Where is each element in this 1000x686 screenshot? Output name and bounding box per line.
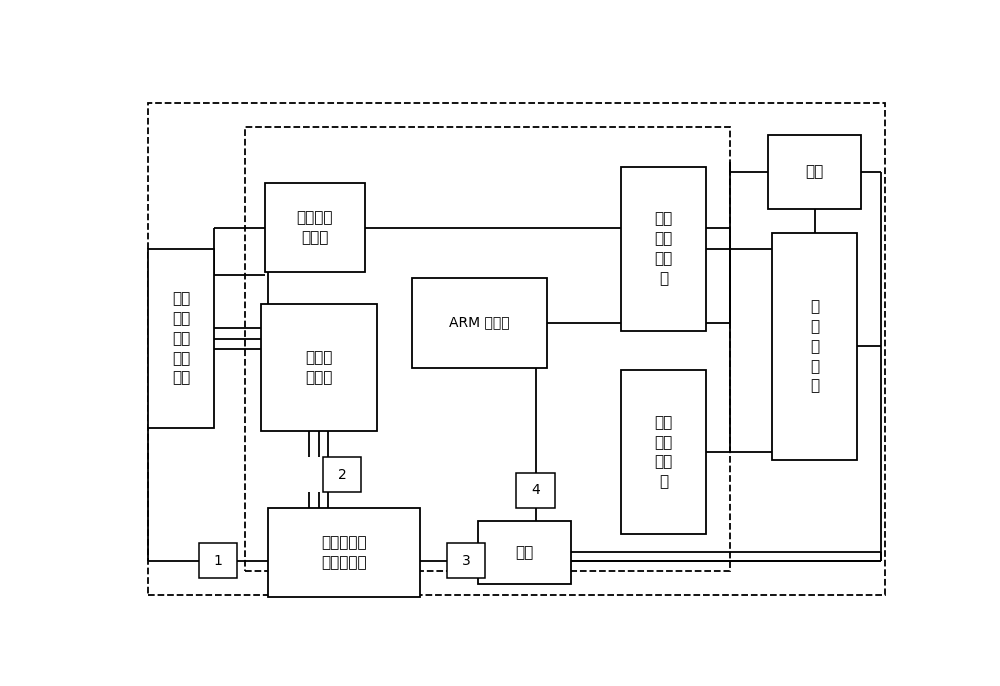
- Text: 半导体激
光模块: 半导体激 光模块: [297, 210, 333, 245]
- Text: 1: 1: [214, 554, 222, 567]
- Bar: [148, 249, 214, 428]
- Text: ARM 核心板: ARM 核心板: [449, 316, 510, 330]
- Bar: [621, 370, 706, 534]
- Bar: [772, 233, 857, 460]
- Bar: [478, 521, 571, 584]
- Text: 3: 3: [462, 554, 470, 567]
- Bar: [264, 182, 365, 272]
- Text: 待调试电动
偏振控制器: 待调试电动 偏振控制器: [321, 535, 367, 570]
- Bar: [768, 135, 861, 209]
- Text: 已调
试电
动偏
振控
制器: 已调 试电 动偏 振控 制器: [172, 292, 190, 386]
- Text: 光强
度测
量模
块: 光强 度测 量模 块: [654, 211, 673, 286]
- Text: 4: 4: [531, 484, 540, 497]
- Bar: [621, 167, 706, 331]
- Text: 偏
振
分
束
器: 偏 振 分 束 器: [810, 299, 819, 394]
- Text: 电源: 电源: [806, 165, 824, 180]
- Text: 电脑: 电脑: [515, 545, 533, 560]
- Bar: [268, 508, 420, 598]
- Bar: [245, 127, 730, 571]
- Text: 光强
度测
量模
块: 光强 度测 量模 块: [654, 415, 673, 489]
- Text: 2: 2: [338, 468, 346, 482]
- Bar: [447, 543, 485, 578]
- Bar: [516, 473, 555, 508]
- Text: 高压延
时电路: 高压延 时电路: [305, 350, 332, 385]
- Bar: [199, 543, 237, 578]
- Bar: [323, 458, 361, 492]
- Bar: [261, 304, 377, 431]
- Bar: [412, 278, 547, 368]
